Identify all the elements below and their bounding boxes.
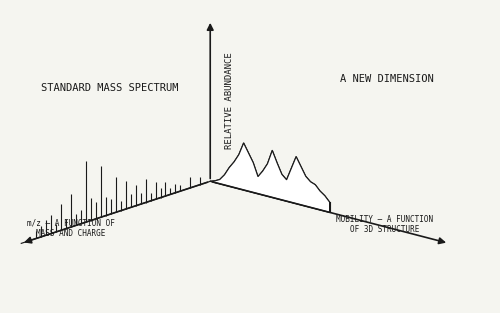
Polygon shape: [210, 143, 330, 212]
Text: m/z — A FUNCTION OF
MASS AND CHARGE: m/z — A FUNCTION OF MASS AND CHARGE: [27, 218, 115, 238]
Text: STANDARD MASS SPECTRUM: STANDARD MASS SPECTRUM: [41, 83, 178, 93]
Text: A NEW DIMENSION: A NEW DIMENSION: [340, 74, 434, 84]
Text: RELATIVE ABUNDANCE: RELATIVE ABUNDANCE: [225, 52, 234, 149]
Text: MOBILITY — A FUNCTION
OF 3D STRUCTURE: MOBILITY — A FUNCTION OF 3D STRUCTURE: [336, 215, 433, 234]
